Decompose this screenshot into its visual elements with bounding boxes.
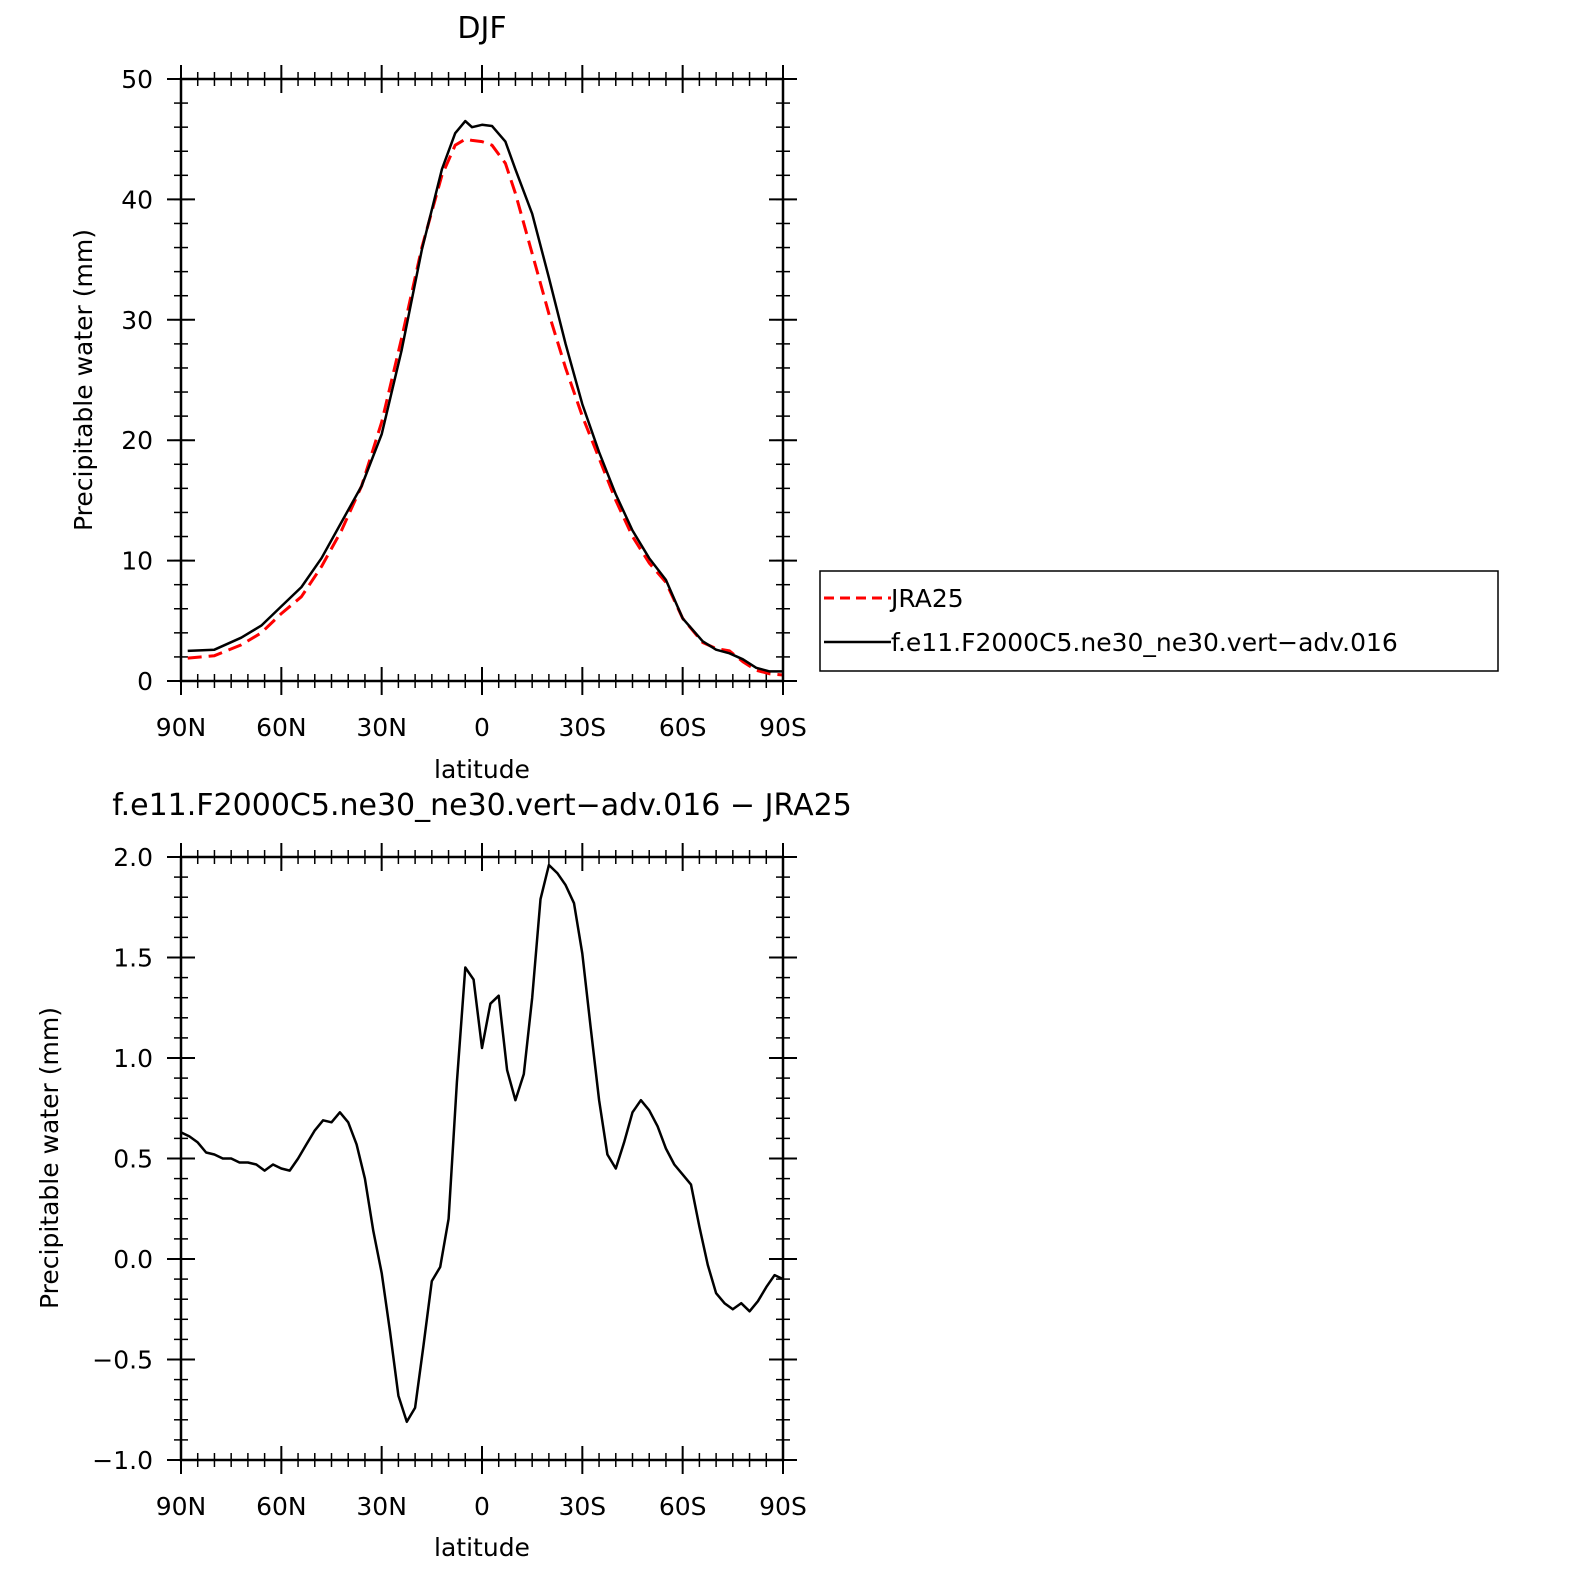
top-chart-x-axis-title: latitude: [434, 755, 530, 784]
series-line-0: [180, 863, 784, 1424]
y-tick-label: 10: [121, 547, 153, 576]
top-chart-panel: DJF 0 10 20 30 40 50 90N 60N 30N 0 30S 60S 90S lati…: [69, 11, 1499, 784]
x-tick-label: 60S: [659, 713, 707, 742]
bottom-chart-y-axis-title: Precipitable water (mm): [35, 1007, 64, 1309]
top-chart-y-tick-labels: 0 10 20 30 40 50: [121, 65, 153, 696]
y-tick-label: 0.5: [113, 1145, 153, 1174]
series-line-1: [187, 119, 783, 673]
x-tick-label: 90S: [759, 1492, 807, 1521]
x-tick-label: 60N: [256, 1492, 307, 1521]
y-tick-label: 40: [121, 185, 153, 214]
y-tick-label: 0: [137, 667, 153, 696]
bottom-chart-x-axis-title: latitude: [434, 1533, 530, 1562]
x-tick-label: 90S: [759, 713, 807, 742]
y-tick-label: −1.0: [92, 1446, 153, 1475]
x-tick-label: 30S: [558, 1492, 606, 1521]
y-tick-label: −0.5: [92, 1346, 153, 1375]
x-tick-label: 90N: [156, 1492, 207, 1521]
bottom-chart-panel: f.e11.F2000C5.ne30_ne30.vert−adv.016 − J…: [35, 788, 852, 1562]
top-chart-frame: [179, 77, 785, 683]
x-tick-label: 90N: [156, 713, 207, 742]
y-tick-label: 30: [121, 306, 153, 335]
x-tick-label: 60N: [256, 713, 307, 742]
legend: JRA25 f.e11.F2000C5.ne30_ne30.vert−adv.0…: [819, 570, 1499, 672]
top-chart-y-axis-title: Precipitable water (mm): [69, 229, 98, 531]
legend-box: [819, 570, 1499, 672]
top-chart-series: [187, 119, 784, 677]
top-chart-title: DJF: [457, 11, 506, 46]
x-tick-label: 30N: [356, 1492, 407, 1521]
bottom-chart-ticks: [167, 843, 797, 1474]
series-line-0: [187, 137, 784, 677]
bottom-chart-series: [180, 863, 784, 1424]
bottom-chart-frame: [179, 855, 785, 1462]
top-chart-ticks: [167, 65, 797, 695]
legend-label-jra25: JRA25: [889, 584, 964, 613]
x-tick-label: 0: [474, 1492, 490, 1521]
y-tick-label: 2.0: [113, 843, 153, 872]
legend-label-model: f.e11.F2000C5.ne30_ne30.vert−adv.016: [891, 628, 1398, 657]
bottom-chart-x-tick-labels: 90N 60N 30N 0 30S 60S 90S: [156, 1492, 807, 1521]
y-tick-label: 50: [121, 65, 153, 94]
x-tick-label: 30N: [356, 713, 407, 742]
x-tick-label: 30S: [558, 713, 606, 742]
y-tick-label: 1.0: [113, 1044, 153, 1073]
top-chart-x-tick-labels: 90N 60N 30N 0 30S 60S 90S: [156, 713, 807, 742]
bottom-chart-title: f.e11.F2000C5.ne30_ne30.vert−adv.016 − J…: [112, 788, 852, 823]
y-tick-label: 20: [121, 426, 153, 455]
y-tick-label: 0.0: [113, 1245, 153, 1274]
y-tick-label: 1.5: [113, 944, 153, 973]
x-tick-label: 60S: [659, 1492, 707, 1521]
x-tick-label: 0: [474, 713, 490, 742]
bottom-chart-y-tick-labels: −1.0 −0.5 0.0 0.5 1.0 1.5 2.0: [92, 843, 153, 1475]
